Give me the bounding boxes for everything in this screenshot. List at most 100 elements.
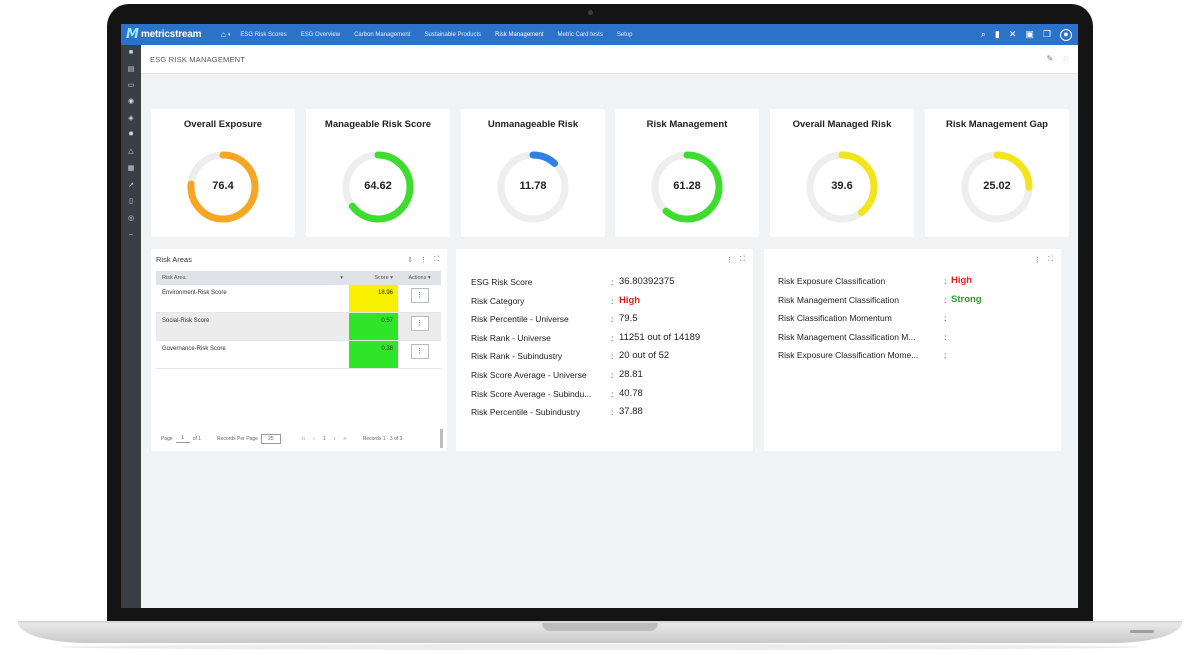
user-avatar-icon[interactable]: ● — [1060, 28, 1072, 41]
row-actions-button[interactable]: ⋮ — [410, 288, 429, 303]
field-separator: : — [944, 294, 947, 305]
gauge-arc — [187, 151, 259, 223]
globe-icon[interactable]: ◉ — [127, 98, 135, 105]
nav-item-esg-risk-scores[interactable]: ESG Risk Scores — [240, 31, 287, 38]
edit-icon[interactable]: ✎ — [1046, 54, 1054, 63]
field-label: Risk Percentile - Universe — [471, 314, 569, 325]
records-summary: Records 1 - 3 of 3 — [362, 436, 403, 442]
donut-gauge — [961, 151, 1033, 223]
recycle-icon[interactable]: △ — [128, 148, 134, 155]
table-row[interactable]: Social-Risk Score 0.57 ⋮ — [156, 313, 441, 341]
table-row[interactable]: Governance-Risk Score 0.38 ⋮ — [156, 341, 441, 369]
scrollbar[interactable] — [440, 429, 443, 448]
search-icon[interactable]: ⌕ — [980, 29, 986, 39]
home-icon: ⌂ — [221, 30, 226, 39]
field-value: 79.5 — [619, 313, 638, 325]
records-per-page-select[interactable]: 25 — [260, 434, 281, 444]
document-icon[interactable]: ▯ — [129, 198, 133, 205]
field-separator: : — [611, 332, 614, 343]
field-value: 36.80392375 — [619, 276, 675, 287]
column-actions[interactable]: Actions ▾ — [408, 275, 431, 281]
table-row[interactable]: Environment-Risk Score 18.96 ⋮ — [156, 285, 441, 313]
grid-icon[interactable]: ▦ — [127, 165, 135, 172]
row-actions-button[interactable]: ⋮ — [410, 316, 429, 331]
tools-icon[interactable]: ✕ — [1008, 29, 1017, 39]
table-pager: Page 1 of 1 Records Per Page 25 ‹‹ ‹ 1 ›… — [161, 434, 403, 444]
kpi-value: 61.28 — [673, 180, 701, 192]
expand-icon[interactable]: ⛶ — [1048, 256, 1053, 263]
laptop-notch — [542, 623, 658, 631]
settings-icon[interactable]: ◈ — [128, 115, 134, 122]
field-label: Risk Score Average - Universe — [471, 370, 587, 380]
monitor-icon[interactable]: ▭ — [127, 82, 135, 89]
dashboard-icon[interactable]: ■ — [128, 49, 134, 56]
export-icon[interactable]: ⇩ — [407, 257, 414, 264]
pager-nav: ‹‹ ‹ 1 › ›› — [302, 436, 347, 442]
brand-name: metricstream — [140, 29, 202, 40]
more-vertical-icon[interactable]: ⋮ — [1034, 257, 1042, 264]
prev-page-icon[interactable]: ‹ — [313, 436, 315, 442]
field-value: 11251 out of 14189 — [619, 331, 701, 343]
home-menu[interactable]: ⌂ ▾ — [221, 30, 230, 39]
column-score[interactable]: Score ▾ — [374, 275, 393, 281]
header-actions: ✎ ◌ — [1047, 54, 1068, 63]
actions-cell: ⋮ — [398, 313, 441, 340]
kpi-title: Risk Management — [646, 119, 728, 130]
risk-areas-table: Risk Area ▾ Score ▾ Actions ▾ Environmen… — [156, 271, 441, 369]
field-separator: : — [611, 295, 614, 306]
nav-item-metric-card-tests[interactable]: Metric Card tests — [557, 31, 603, 38]
field-separator: : — [611, 370, 614, 380]
risk-area-cell: Social-Risk Score — [162, 318, 210, 324]
field-separator: : — [944, 276, 947, 286]
field-label: Risk Exposure Classification — [778, 276, 886, 286]
field-label: Risk Category — [471, 295, 525, 306]
donut-gauge — [187, 151, 259, 223]
chat-icon[interactable]: ❐ — [1042, 29, 1051, 39]
field-label: Risk Score Average - Subindu... — [471, 388, 592, 399]
calendar-icon[interactable]: ▣ — [1025, 29, 1034, 39]
field-label: Risk Percentile - Subindustry — [471, 407, 581, 418]
gear-icon[interactable]: ✹ — [128, 131, 134, 138]
laptop-foot — [1130, 630, 1154, 633]
brand-logo[interactable]: M metricstream — [121, 27, 217, 42]
more-vertical-icon[interactable]: ⋮ — [420, 257, 428, 264]
info-icon[interactable]: ◌ — [1063, 54, 1068, 63]
reports-icon[interactable]: ▤ — [127, 66, 135, 73]
next-page-icon[interactable]: › — [333, 436, 336, 442]
nav-item-esg-overview[interactable]: ESG Overview — [300, 31, 341, 38]
nav-item-sustainable-products[interactable]: Sustainable Products — [424, 31, 482, 38]
column-risk-area[interactable]: Risk Area ▾ — [162, 275, 343, 281]
field-label: Risk Exposure Classification Mome... — [778, 350, 919, 361]
last-page-icon[interactable]: ›› — [343, 436, 347, 442]
more-icon[interactable]: – — [129, 231, 133, 238]
more-vertical-icon[interactable]: ⋮ — [726, 257, 734, 264]
kpi-value: 11.78 — [519, 180, 547, 192]
page-input[interactable]: 1 — [175, 435, 190, 443]
current-page[interactable]: 1 — [322, 436, 326, 442]
page-header: ESG RISK MANAGEMENT ✎ ◌ — [141, 45, 1078, 74]
first-page-icon[interactable]: ‹‹ — [301, 436, 306, 442]
nav-item-carbon-management[interactable]: Carbon Management — [354, 31, 411, 38]
panel-tools: ⇩ ⋮ ⛶ — [407, 256, 439, 264]
risk-area-cell: Governance-Risk Score — [162, 346, 226, 352]
actions-cell: ⋮ — [398, 285, 441, 312]
kpi-title: Overall Exposure — [183, 119, 263, 130]
target-icon[interactable]: ◎ — [127, 215, 135, 222]
donut-gauge — [342, 151, 414, 223]
nav-item-setup[interactable]: Setup — [616, 31, 633, 38]
bookmark-icon[interactable]: ▮ — [994, 29, 1000, 39]
kpi-card: Overall Managed Risk 39.6 — [770, 109, 914, 237]
app-screen: M metricstream ⌂ ▾ ESG Risk Scores ESG Ov… — [121, 24, 1078, 608]
laptop-base — [18, 623, 1182, 643]
line-chart-icon[interactable]: ↗ — [128, 182, 134, 189]
expand-icon[interactable]: ⛶ — [434, 256, 439, 263]
field-separator: : — [611, 351, 614, 362]
field-separator: : — [944, 331, 947, 342]
kpi-value: 76.4 — [212, 180, 234, 192]
kpi-card: Overall Exposure 76.4 — [151, 109, 295, 237]
nav-item-risk-management[interactable]: Risk Management — [495, 31, 544, 38]
field-value: High — [619, 294, 641, 306]
expand-icon[interactable]: ⛶ — [740, 256, 745, 263]
panel-tools: ⋮ ⛶ — [726, 256, 745, 264]
row-actions-button[interactable]: ⋮ — [410, 344, 429, 359]
